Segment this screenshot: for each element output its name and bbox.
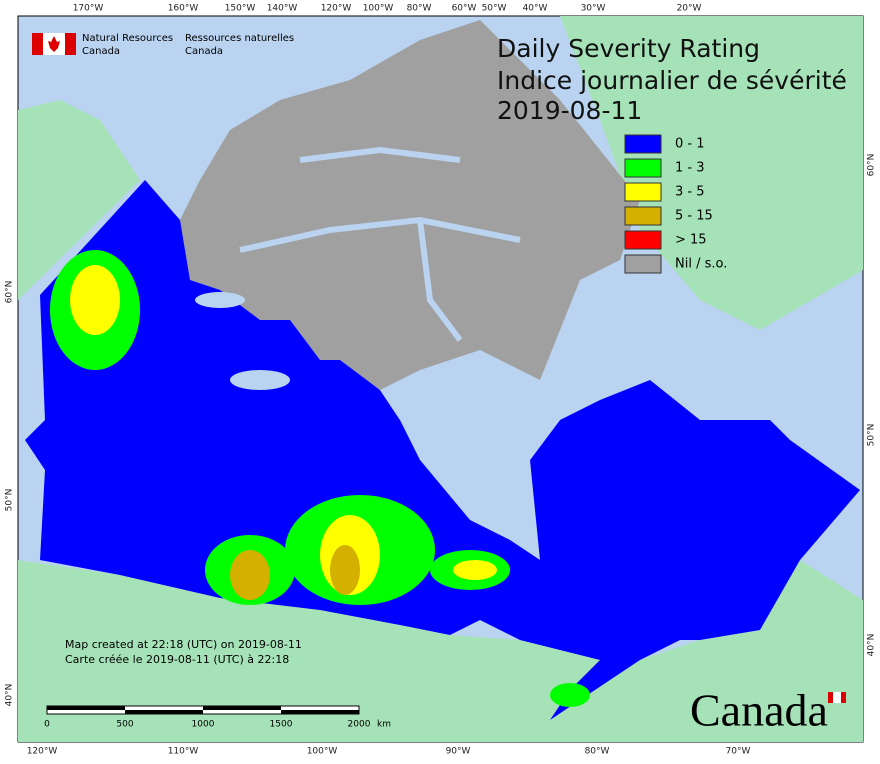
- legend-label: 5 - 15: [675, 209, 713, 224]
- patch: [70, 265, 120, 335]
- legend-label: > 15: [675, 233, 707, 248]
- scale-unit: km: [377, 720, 391, 730]
- note-en: Map created at 22:18 (UTC) on 2019-08-11: [65, 638, 302, 651]
- rating-patches: [50, 250, 590, 707]
- wordmark: Canada: [690, 685, 846, 736]
- lake: [230, 370, 290, 390]
- lat-label: 40°N: [5, 684, 15, 707]
- lon-label: 80°W: [585, 747, 610, 757]
- lon-label: 50°W: [482, 4, 507, 14]
- legend-label: Nil / s.o.: [675, 257, 727, 272]
- alaska: [18, 100, 140, 300]
- legend-swatch: [624, 182, 662, 202]
- lake: [195, 292, 245, 308]
- org-en: Natural Resources: [82, 33, 173, 44]
- channel: [417, 219, 463, 342]
- lat-label: 50°N: [5, 489, 15, 512]
- lon-label: 30°W: [581, 4, 606, 14]
- lon-label: 160°W: [168, 4, 199, 14]
- lat-label: 50°N: [867, 424, 877, 447]
- arctic-channels: [239, 146, 521, 342]
- title: Daily Severity Rating: [497, 34, 760, 63]
- patch: [330, 545, 360, 595]
- lon-label: 40°W: [523, 4, 548, 14]
- org-fr-2: Canada: [185, 46, 223, 57]
- scale-segment: [203, 706, 281, 710]
- lat-label: 60°N: [867, 154, 877, 177]
- scale-segment: [281, 710, 359, 714]
- subtitle: Indice journalier de sévérité: [497, 66, 847, 95]
- flag-bar: [32, 33, 43, 55]
- legend-swatch: [624, 206, 662, 226]
- legend-label: 0 - 1: [675, 137, 705, 152]
- wordmark-text: Canada: [690, 685, 828, 736]
- maple-leaf: [48, 36, 60, 52]
- lat-label: 40°N: [867, 634, 877, 657]
- org-en-2: Canada: [82, 46, 120, 57]
- scale-label: 1500: [270, 720, 293, 730]
- patch: [453, 560, 497, 580]
- date: 2019-08-11: [497, 96, 642, 125]
- lon-label: 150°W: [225, 4, 256, 14]
- legend: 0 - 1 1 - 3 3 - 5 5 - 15 > 15 Nil / s.o.: [624, 134, 727, 274]
- legend-label: 3 - 5: [675, 185, 705, 200]
- scale-segment: [125, 710, 203, 714]
- scale-label: 0: [44, 720, 50, 730]
- org-fr: Ressources naturelles: [185, 33, 294, 44]
- wordmark-flag-center: [833, 692, 841, 703]
- arctic-nil: [180, 20, 640, 390]
- lon-label: 110°W: [168, 747, 199, 757]
- agency-header: Natural Resources Canada Ressources natu…: [32, 33, 294, 57]
- legend-swatch: [624, 230, 662, 250]
- flag-bar: [65, 33, 76, 55]
- lon-label: 120°W: [27, 747, 58, 757]
- scale-label: 500: [116, 720, 133, 730]
- lon-label: 140°W: [267, 4, 298, 14]
- lon-label: 70°W: [726, 747, 751, 757]
- lon-label: 100°W: [363, 4, 394, 14]
- lon-label: 60°W: [452, 4, 477, 14]
- united-states: [18, 560, 863, 742]
- lon-label: 120°W: [321, 4, 352, 14]
- channel: [239, 216, 521, 253]
- lon-label: 80°W: [407, 4, 432, 14]
- patch: [550, 683, 590, 707]
- hudson-bay: [380, 370, 560, 560]
- lon-label: 100°W: [307, 747, 338, 757]
- lon-label: 20°W: [677, 4, 702, 14]
- legend-swatch: [624, 254, 662, 274]
- channel: [299, 146, 461, 163]
- graticule-labels: 170°W 160°W 150°W 140°W 120°W 100°W 80°W 60°W 50…: [5, 4, 877, 757]
- scale-label: 2000: [348, 720, 371, 730]
- scale-label: 1000: [192, 720, 215, 730]
- legend-swatch: [624, 134, 662, 154]
- patch: [230, 550, 270, 600]
- legend-swatch: [624, 158, 662, 178]
- note-fr: Carte créée le 2019-08-11 (UTC) à 22:18: [65, 653, 289, 666]
- greenland: [560, 16, 863, 330]
- legend-label: 1 - 3: [675, 161, 705, 176]
- land-foreign: [18, 16, 863, 742]
- scale-segment: [47, 706, 125, 710]
- lon-label: 170°W: [73, 4, 104, 14]
- scale-bar: 0 500 1000 1500 2000 km: [44, 705, 391, 730]
- lat-label: 60°N: [5, 281, 15, 304]
- lon-label: 90°W: [446, 747, 471, 757]
